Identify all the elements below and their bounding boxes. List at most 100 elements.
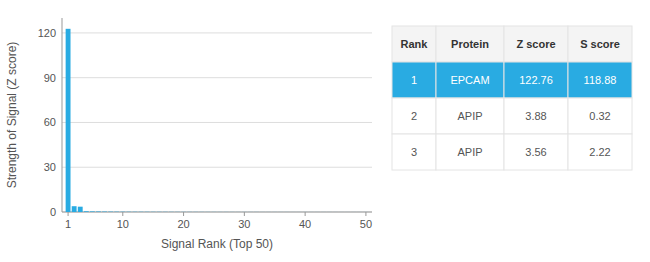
x-tick-label: 10 — [117, 218, 129, 230]
table-cell — [504, 26, 568, 62]
table-cell — [504, 62, 568, 98]
x-tick — [244, 212, 245, 216]
bar — [315, 211, 320, 212]
bar — [78, 207, 83, 212]
bar — [193, 211, 198, 212]
x-tick-label: 30 — [238, 218, 250, 230]
x-tick-label: 40 — [299, 218, 311, 230]
y-tick-label: 120 — [38, 27, 56, 39]
bar — [284, 211, 289, 212]
bar — [199, 211, 204, 212]
bar — [126, 211, 131, 212]
bar — [309, 211, 314, 212]
table-cell — [504, 134, 568, 170]
x-tick-label: 20 — [177, 218, 189, 230]
bar — [242, 211, 247, 212]
bar — [163, 211, 168, 212]
x-tick-label: 50 — [360, 218, 372, 230]
grid-line — [62, 212, 372, 213]
bar — [321, 211, 326, 212]
bar — [212, 211, 217, 212]
bar — [327, 211, 332, 212]
bar — [205, 211, 210, 212]
table-cell — [392, 98, 436, 134]
bar — [291, 211, 296, 212]
bar — [157, 211, 162, 212]
table-text: 3.88 — [525, 110, 546, 122]
bar — [297, 211, 302, 212]
table-text: 3 — [411, 146, 417, 158]
x-tick — [68, 212, 69, 216]
bar — [254, 211, 259, 212]
table-cell — [392, 26, 436, 62]
table-cell — [392, 62, 436, 98]
y-tick-label: 30 — [44, 161, 56, 173]
bar — [139, 211, 144, 212]
bar — [114, 211, 119, 212]
x-axis-line — [62, 212, 372, 213]
table-text: EPCAM — [450, 74, 489, 86]
table-text: 2.22 — [589, 146, 610, 158]
bar — [175, 211, 180, 212]
bar — [248, 211, 253, 212]
table-text: 1 — [411, 74, 417, 86]
table-text: APIP — [457, 110, 482, 122]
table-cell — [568, 98, 632, 134]
table-cell — [504, 98, 568, 134]
bar — [181, 211, 186, 212]
x-tick-label: 1 — [65, 218, 71, 230]
y-tick-label: 0 — [50, 206, 56, 218]
table-cell — [436, 26, 504, 62]
bar — [272, 211, 277, 212]
table: Rank Protein Z score S score 1 EPCAM 122.76 118… — [392, 26, 632, 170]
grid-line — [62, 167, 372, 168]
table-cell — [568, 26, 632, 62]
table-cell — [392, 134, 436, 170]
bar — [236, 211, 241, 212]
bars — [66, 29, 369, 212]
table-cell — [436, 62, 504, 98]
bar — [169, 211, 174, 212]
bar — [303, 211, 308, 212]
bar — [151, 211, 156, 212]
chart: 0 30 60 90 120 1 10 20 30 40 50 Signal Rank (Top 50… — [0, 0, 650, 262]
bar — [339, 211, 344, 212]
x-tick — [365, 212, 366, 216]
y-axis-label: Strength of Signal (Z score) — [5, 42, 19, 189]
x-axis-label: Signal Rank (Top 50) — [161, 237, 273, 251]
table-text: 0.32 — [589, 110, 610, 122]
grid-line — [62, 32, 372, 33]
table-text: 2 — [411, 110, 417, 122]
bar — [357, 211, 362, 212]
x-tick — [305, 212, 306, 216]
x-tick — [122, 212, 123, 216]
bar — [72, 206, 77, 212]
y-tick-label: 60 — [44, 116, 56, 128]
table-cell — [436, 134, 504, 170]
table-text: S score — [580, 38, 620, 50]
bar — [218, 211, 223, 212]
y-tick-label: 90 — [44, 72, 56, 84]
bar — [266, 211, 271, 212]
bar — [333, 211, 338, 212]
grid-line — [62, 77, 372, 78]
table-text: Protein — [451, 38, 489, 50]
table-text: 3.56 — [525, 146, 546, 158]
x-tick — [183, 212, 184, 216]
y-axis-line — [62, 18, 63, 212]
table-text: 122.76 — [519, 74, 553, 86]
bar — [96, 211, 101, 212]
table-cell — [568, 134, 632, 170]
table-text: 118.88 — [584, 74, 617, 86]
grid-line — [62, 122, 372, 123]
bar — [351, 211, 356, 212]
bar — [108, 211, 113, 212]
table-cell — [568, 62, 632, 98]
bar — [224, 211, 229, 212]
bar — [187, 211, 192, 212]
table-cell — [436, 98, 504, 134]
table-text: Rank — [401, 38, 429, 50]
bar — [66, 29, 71, 212]
bar — [230, 211, 235, 212]
table-text: Z score — [516, 38, 555, 50]
